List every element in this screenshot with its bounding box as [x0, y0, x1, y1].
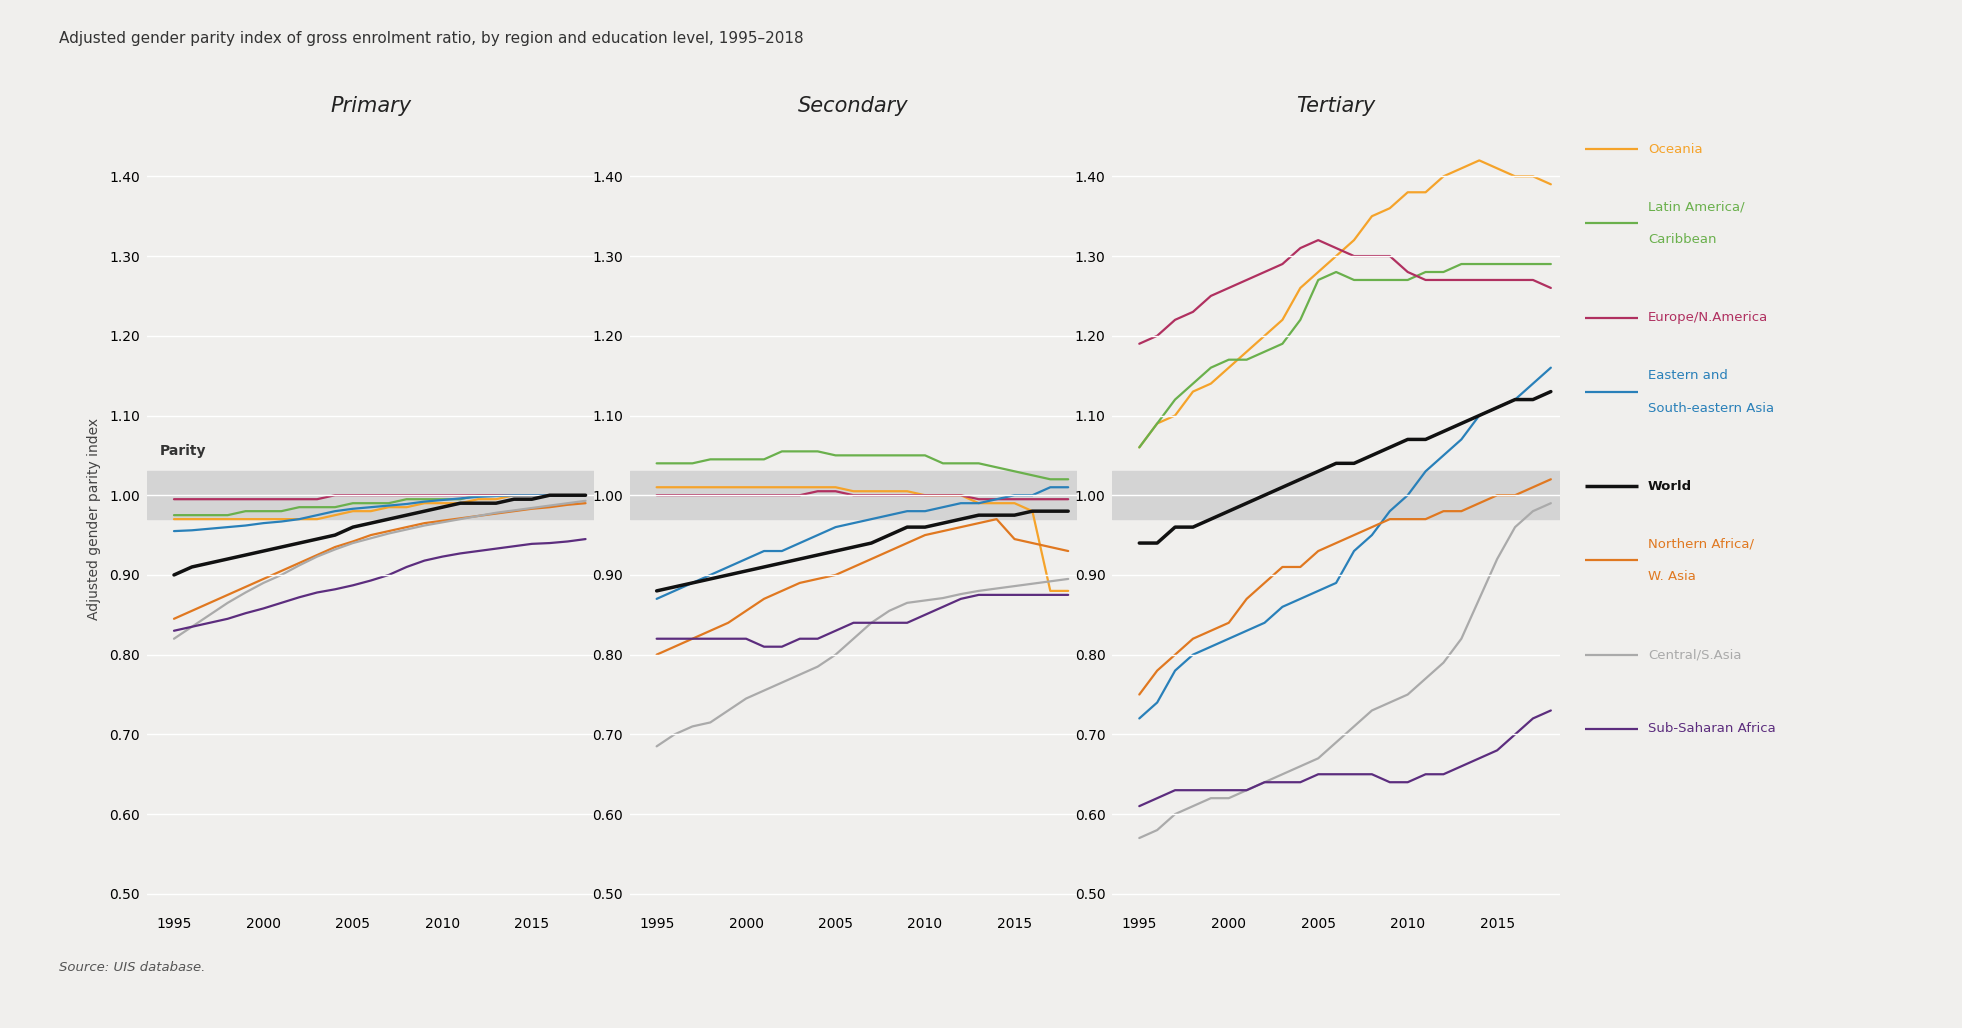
Text: Latin America/: Latin America/ — [1648, 200, 1744, 213]
Y-axis label: Adjusted gender parity index: Adjusted gender parity index — [86, 418, 100, 620]
Bar — [630, 471, 1077, 519]
Text: Sub-Saharan Africa: Sub-Saharan Africa — [1648, 723, 1776, 735]
Text: Source: UIS database.: Source: UIS database. — [59, 961, 206, 975]
Text: Caribbean: Caribbean — [1648, 233, 1717, 246]
Text: Eastern and: Eastern and — [1648, 369, 1729, 381]
Text: Europe/N.America: Europe/N.America — [1648, 311, 1768, 324]
Title: Secondary: Secondary — [799, 96, 908, 116]
Title: Tertiary: Tertiary — [1297, 96, 1375, 116]
Text: South-eastern Asia: South-eastern Asia — [1648, 402, 1774, 414]
Text: World: World — [1648, 480, 1691, 492]
Text: Adjusted gender parity index of gross enrolment ratio, by region and education l: Adjusted gender parity index of gross en… — [59, 31, 804, 46]
Text: Parity: Parity — [159, 444, 206, 458]
Text: Northern Africa/: Northern Africa/ — [1648, 538, 1754, 550]
Text: Oceania: Oceania — [1648, 143, 1703, 155]
Bar — [147, 471, 594, 519]
Title: Primary: Primary — [330, 96, 412, 116]
Text: Central/S.Asia: Central/S.Asia — [1648, 649, 1742, 661]
Bar — [1112, 471, 1560, 519]
Text: W. Asia: W. Asia — [1648, 571, 1695, 583]
